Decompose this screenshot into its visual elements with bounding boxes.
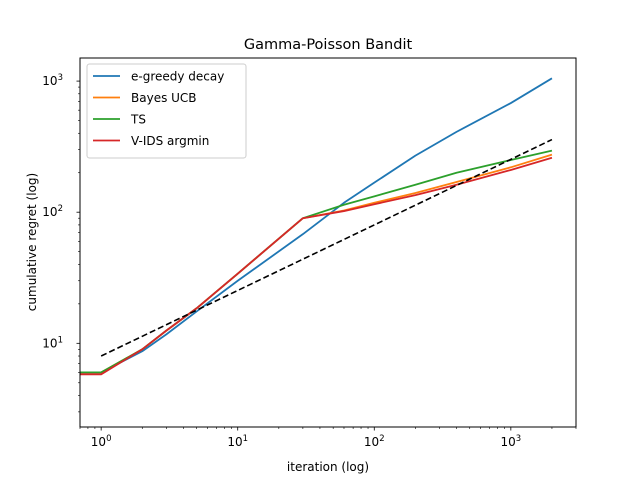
y-axis-label: cumulative regret (log) bbox=[25, 173, 39, 311]
legend-box bbox=[86, 63, 247, 159]
legend: e-greedy decay Bayes UCB TS V-IDS argmin bbox=[86, 63, 247, 159]
x-tick-exponent: 3 bbox=[516, 434, 521, 444]
y-tick-base: 10 bbox=[42, 74, 57, 88]
series-line-e-greedy-decay bbox=[80, 77, 553, 374]
legend-entry: e-greedy decay bbox=[131, 69, 224, 83]
x-tick-exponent: 0 bbox=[106, 434, 111, 444]
series-line-v-ids-argmin bbox=[80, 156, 553, 376]
y-tick-label: 101 bbox=[42, 335, 63, 350]
reference-line bbox=[100, 138, 553, 357]
x-tick-label: 100 bbox=[91, 434, 112, 449]
legend-entry: Bayes UCB bbox=[131, 91, 197, 105]
y-tick-exponent: 2 bbox=[58, 204, 63, 214]
x-axis: 100 101 102 103 bbox=[79, 427, 577, 449]
chart-title: Gamma-Poisson Bandit bbox=[244, 37, 413, 53]
y-tick-exponent: 3 bbox=[58, 73, 63, 83]
legend-entry: TS bbox=[130, 112, 146, 126]
x-tick-label: 102 bbox=[364, 434, 385, 449]
x-tick-base: 10 bbox=[500, 435, 515, 449]
plot-lines bbox=[80, 77, 553, 376]
x-tick-label: 103 bbox=[500, 434, 521, 449]
x-tick-exponent: 2 bbox=[379, 434, 384, 444]
plot-frame bbox=[79, 57, 577, 428]
y-tick-base: 10 bbox=[42, 336, 57, 350]
x-tick-base: 10 bbox=[91, 435, 106, 449]
x-tick-label: 101 bbox=[227, 434, 248, 449]
y-tick-label: 103 bbox=[42, 73, 63, 88]
legend-entry: V-IDS argmin bbox=[131, 134, 209, 148]
y-tick-exponent: 1 bbox=[58, 335, 63, 345]
x-tick-base: 10 bbox=[227, 435, 242, 449]
x-tick-exponent: 1 bbox=[243, 434, 248, 444]
y-tick-base: 10 bbox=[42, 205, 57, 219]
y-tick-label: 102 bbox=[42, 204, 63, 219]
x-tick-base: 10 bbox=[364, 435, 379, 449]
x-axis-label: iteration (log) bbox=[287, 460, 369, 474]
